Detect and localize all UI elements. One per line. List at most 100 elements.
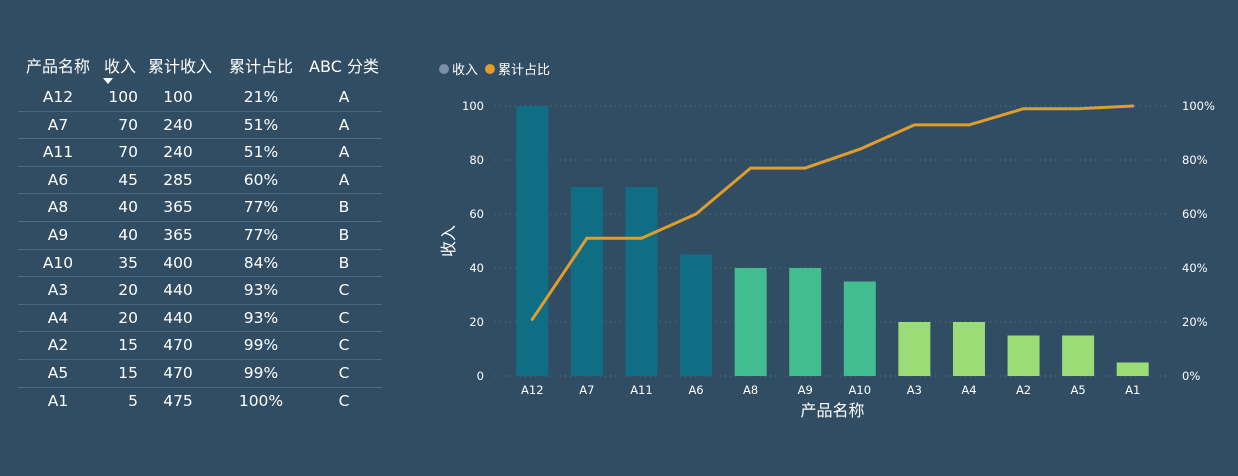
table-row: A6 45 285 60% A — [18, 167, 382, 195]
cell-cumulative-share: 93% — [243, 281, 279, 300]
x-tick-label: A10 — [849, 383, 872, 397]
y-tick-label: 80 — [469, 153, 484, 167]
cell-abc-class: B — [338, 225, 350, 244]
y2-tick-label: 0% — [1182, 369, 1200, 383]
cell-product-name: A8 — [47, 198, 69, 217]
cell-abc-class: B — [338, 253, 350, 272]
header-abc-class[interactable]: ABC 分类 — [309, 57, 379, 76]
cell-revenue: 45 — [118, 170, 138, 189]
x-tick-label: A9 — [798, 383, 813, 397]
cell-cumulative-revenue: 470 — [163, 363, 193, 382]
x-tick-label: A6 — [688, 383, 703, 397]
x-tick-label: A11 — [630, 383, 653, 397]
cell-cumulative-revenue: 400 — [163, 253, 193, 272]
cumulative-share-line — [530, 104, 1135, 321]
bar-A3 — [898, 322, 931, 376]
cell-cumulative-revenue: 365 — [163, 225, 193, 244]
cell-cumulative-revenue: 440 — [163, 308, 193, 327]
cell-cumulative-revenue: 365 — [163, 198, 193, 217]
line-point-A2 — [1022, 107, 1026, 111]
table-header: 产品名称 收入 累计收入 累计占比 ABC 分类 — [18, 50, 382, 84]
cell-cumulative-share: 21% — [243, 88, 279, 106]
x-tick-label: A4 — [961, 383, 976, 397]
cell-product-name: A10 — [42, 253, 74, 272]
cell-abc-class: C — [338, 308, 350, 327]
legend-cumulative-share-icon — [485, 64, 495, 74]
cell-cumulative-share: 77% — [243, 198, 279, 217]
cell-revenue: 15 — [118, 336, 138, 355]
bar-A9 — [789, 268, 822, 376]
cell-revenue: 70 — [118, 143, 138, 162]
table-row: A12 100 100 21% A — [18, 84, 382, 112]
cell-cumulative-share: 99% — [243, 336, 279, 355]
cell-product-name: A4 — [47, 308, 69, 327]
y2-tick-label: 20% — [1182, 315, 1208, 329]
table-row: A2 15 470 99% C — [18, 332, 382, 360]
abc-table: 产品名称 收入 累计收入 累计占比 ABC 分类 A12 100 100 21% A A7 70 240… — [18, 50, 382, 414]
cell-product-name: A3 — [47, 281, 69, 300]
line-point-A4 — [967, 123, 971, 127]
table-row: A7 70 240 51% A — [18, 112, 382, 140]
cell-product-name: A5 — [47, 363, 69, 382]
cell-cumulative-share: 100% — [238, 391, 284, 410]
y2-tick-label: 80% — [1182, 153, 1208, 167]
x-tick-label: A5 — [1071, 383, 1086, 397]
cell-cumulative-revenue: 440 — [163, 281, 193, 300]
table-row: A1 5 475 100% C — [18, 388, 382, 415]
x-tick-label: A3 — [907, 383, 922, 397]
y-tick-label: 20 — [469, 315, 484, 329]
cell-revenue: 20 — [118, 281, 138, 300]
pareto-chart: 收入 累计占比 0 20 40 60 80 100 0% 20% 40% 60% 80% 100% A12 A… — [439, 63, 1215, 420]
x-tick-label: A12 — [521, 383, 544, 397]
header-product-name[interactable]: 产品名称 — [25, 57, 90, 76]
cell-revenue: 35 — [118, 253, 138, 272]
table-row: A8 40 365 77% B — [18, 194, 382, 222]
table-row: A4 20 440 93% C — [18, 305, 382, 333]
table-row: A9 40 365 77% B — [18, 222, 382, 250]
line-point-A7 — [585, 236, 589, 240]
cell-product-name: A1 — [47, 391, 69, 410]
bar-A6 — [680, 254, 713, 376]
y2-tick-label: 60% — [1182, 207, 1208, 221]
y2-tick-label: 40% — [1182, 261, 1208, 275]
line-point-A8 — [749, 166, 753, 170]
cell-revenue: 40 — [118, 198, 138, 217]
cell-product-name: A11 — [42, 143, 74, 162]
x-tick-label: A1 — [1125, 383, 1140, 397]
line-point-A1 — [1131, 104, 1135, 108]
cell-abc-class: B — [338, 198, 350, 217]
cell-revenue: 5 — [128, 391, 138, 410]
cell-cumulative-share: 60% — [243, 170, 279, 189]
line-point-A10 — [858, 147, 862, 151]
y-axis-title: 收入 — [439, 225, 458, 257]
cell-abc-class: C — [338, 336, 350, 355]
cell-abc-class: A — [338, 143, 350, 162]
cell-cumulative-share: 51% — [243, 115, 279, 134]
y2-tick-label: 100% — [1182, 99, 1215, 113]
cell-abc-class: C — [338, 363, 350, 382]
x-tick-label: A2 — [1016, 383, 1031, 397]
cell-product-name: A12 — [42, 88, 74, 106]
cell-cumulative-revenue: 475 — [163, 391, 193, 410]
header-revenue[interactable]: 收入 — [103, 57, 136, 76]
bar-A11 — [625, 187, 658, 376]
cell-cumulative-share: 51% — [243, 143, 279, 162]
bar-A8 — [734, 268, 767, 376]
cell-abc-class: C — [338, 281, 350, 300]
header-cumulative-share[interactable]: 累计占比 — [228, 57, 293, 76]
legend-revenue-icon — [439, 64, 449, 74]
cell-product-name: A7 — [47, 115, 69, 134]
legend-label: 累计占比 — [498, 63, 550, 78]
sort-desc-icon[interactable] — [103, 78, 113, 84]
table-row: A3 20 440 93% C — [18, 277, 382, 305]
bar-A10 — [843, 281, 876, 376]
line-point-A5 — [1076, 107, 1080, 111]
cell-revenue: 70 — [118, 115, 138, 134]
cell-abc-class: C — [338, 391, 350, 410]
cell-abc-class: A — [338, 88, 350, 106]
bar-A5 — [1062, 335, 1095, 376]
header-cumulative-revenue[interactable]: 累计收入 — [148, 57, 213, 76]
cell-product-name: A2 — [47, 336, 69, 355]
cell-cumulative-revenue: 285 — [163, 170, 193, 189]
bar-A12 — [516, 106, 549, 376]
